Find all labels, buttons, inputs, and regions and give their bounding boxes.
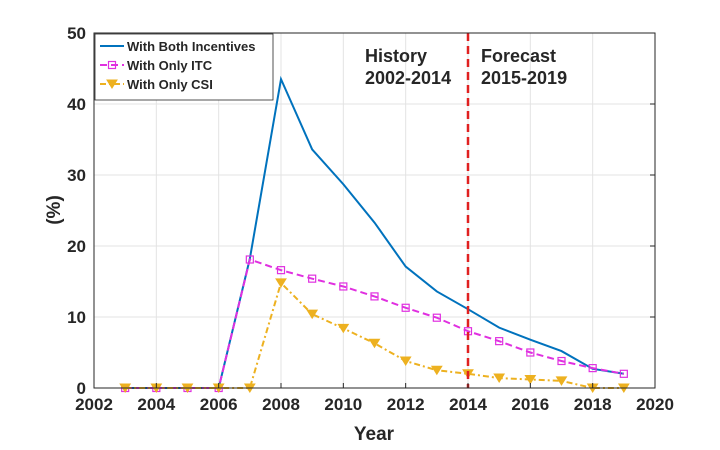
data-point-only-csi: [399, 356, 412, 366]
x-tick-label: 2006: [200, 395, 238, 414]
data-point-only-itc: [276, 266, 286, 275]
x-tick-label: 2008: [262, 395, 300, 414]
history-annotation: History: [365, 46, 427, 66]
data-point-only-itc: [557, 356, 566, 366]
x-tick-label: 2010: [324, 395, 362, 414]
series-only-itc: [121, 255, 628, 393]
x-tick-label: 2012: [387, 395, 425, 414]
data-point-only-csi: [368, 338, 381, 349]
data-point-only-csi: [555, 376, 568, 386]
x-tick-label: 2016: [511, 395, 549, 414]
data-point-only-itc: [370, 292, 379, 301]
data-point-only-itc: [401, 303, 410, 312]
data-point-only-csi: [275, 278, 287, 288]
x-axis-label: Year: [354, 424, 395, 445]
series-line-only-csi: [125, 281, 624, 389]
legend-box: [94, 33, 274, 101]
forecast-range-annotation: 2015-2019: [481, 68, 567, 88]
x-tick-label: 2002: [75, 395, 113, 414]
legend-marker-only-itc: [107, 60, 117, 70]
legend-label-only-itc: With Only ITC: [127, 58, 213, 73]
plot-frame: [93, 32, 656, 389]
data-point-only-itc: [339, 282, 348, 291]
data-point-only-itc: [245, 255, 254, 264]
data-point-only-itc: [619, 369, 628, 378]
data-point-only-itc: [588, 364, 597, 373]
legend: With Both Incentives With Only ITC With On…: [94, 33, 274, 101]
data-point-only-csi: [430, 365, 443, 376]
y-tick-label: 40: [67, 95, 86, 114]
data-point-only-csi: [493, 373, 506, 384]
data-point-only-csi: [306, 309, 319, 320]
data-point-only-itc: [495, 337, 504, 346]
data-point-only-itc: [308, 274, 317, 283]
y-tick-label: 20: [67, 237, 86, 256]
y-tick-label: 10: [67, 308, 86, 327]
y-tick-label: 50: [67, 24, 86, 43]
legend-label-only-csi: With Only CSI: [127, 77, 213, 92]
x-tick-label: 2020: [636, 395, 674, 414]
forecast-annotation: Forecast: [481, 46, 556, 66]
y-tick-label: 0: [77, 379, 86, 398]
data-point-only-itc: [432, 313, 441, 322]
x-tick-label: 2014: [449, 395, 487, 414]
tick-labels: 2002 2004 2006 2008 2010 2012 2014 2016 2018 2020…: [67, 24, 674, 414]
y-axis-label: (%): [44, 195, 65, 225]
legend-marker-only-csi: [106, 79, 118, 89]
series-line-only-itc: [125, 258, 625, 389]
data-point-only-csi: [337, 323, 350, 334]
legend-label-both-incentives: With Both Incentives: [127, 39, 255, 54]
history-range-annotation: 2002-2014: [365, 68, 451, 88]
x-tick-label: 2018: [574, 395, 612, 414]
y-tick-label: 30: [67, 166, 86, 185]
data-point-only-itc: [526, 348, 535, 357]
data-point-only-csi: [524, 374, 537, 385]
x-tick-label: 2004: [137, 395, 175, 414]
